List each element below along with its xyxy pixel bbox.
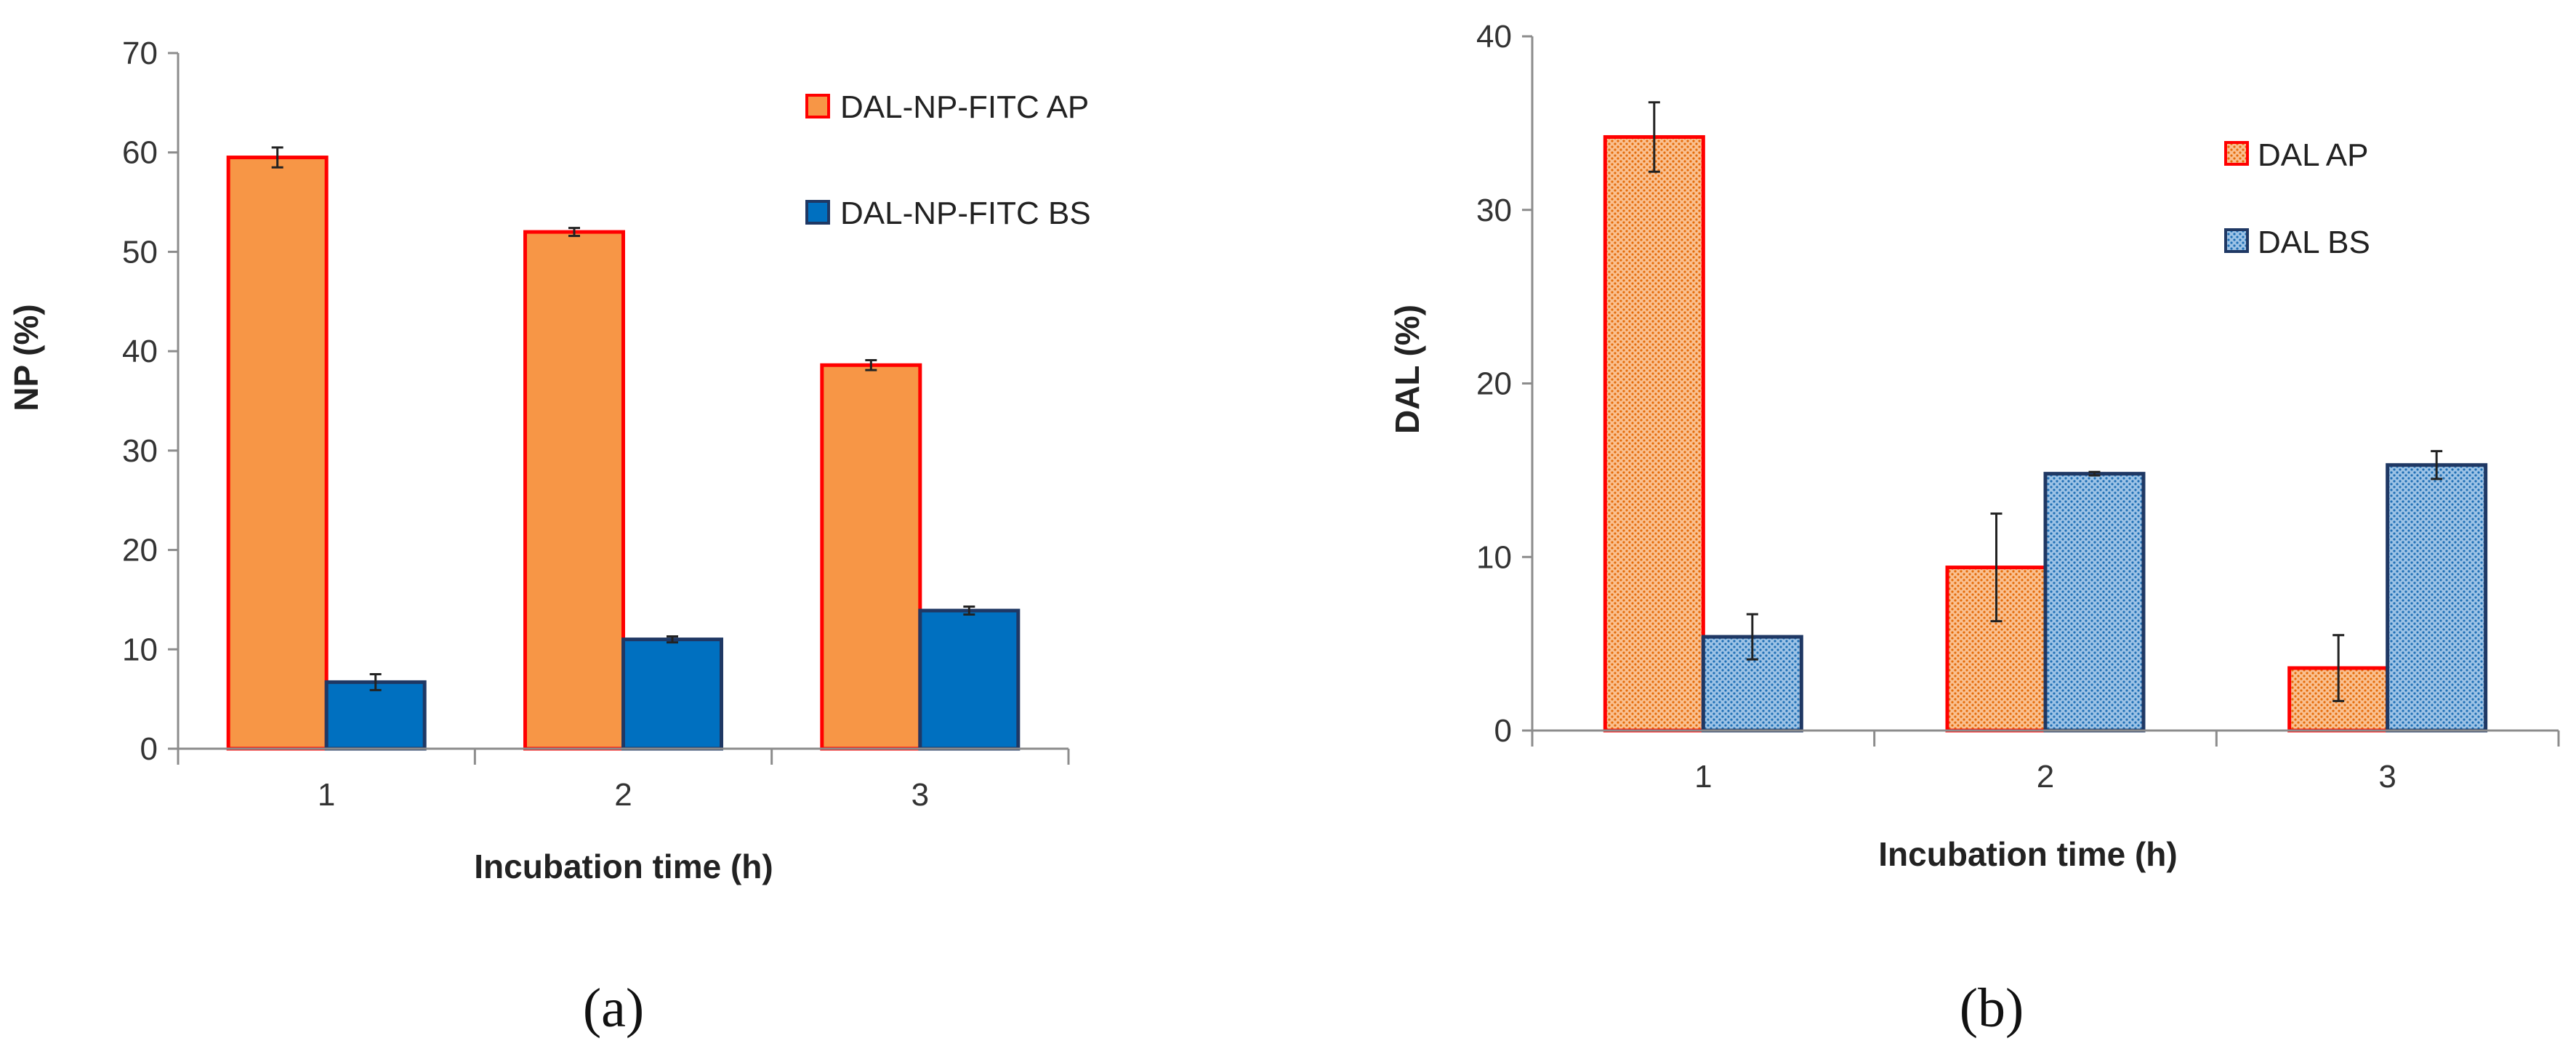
y-tick-label: 40	[1476, 19, 1512, 55]
error-bar	[963, 605, 975, 616]
x-tick-label: 1	[1694, 759, 1712, 795]
error-bar	[2088, 470, 2101, 477]
y-tick-label: 40	[122, 334, 158, 369]
error-bar	[667, 635, 678, 644]
y-tick-label: 20	[1476, 366, 1512, 402]
y-tick-label: 50	[122, 234, 158, 270]
error-bar	[865, 358, 877, 371]
legend-swatch-b-bs	[2224, 228, 2249, 253]
x-tick-label: 2	[614, 777, 632, 813]
legend-b: DAL AP DAL BS	[2224, 137, 2370, 260]
x-tick-labels-b: 1 2 3	[1694, 759, 2396, 795]
error-bar	[1648, 101, 1660, 173]
error-bar	[568, 227, 580, 238]
panel-label-a: (a)	[583, 978, 644, 1039]
y-tick-label: 10	[1476, 539, 1512, 575]
y-tick-labels-b: 0 10 20 30 40	[1476, 19, 1512, 749]
y-tick-labels-a: 0 10 20 30 40 50 60 70	[122, 36, 158, 767]
x-axis-title-a: Incubation time (h)	[474, 848, 773, 885]
bar-a-series2-cat3	[918, 608, 1021, 751]
axes-b	[1522, 35, 2560, 747]
error-bar	[1990, 512, 2003, 623]
bar-a-series1-cat3	[820, 363, 922, 751]
error-bar	[271, 146, 283, 169]
bar-b-series1-cat1	[1603, 134, 1705, 733]
error-bar	[1746, 613, 1758, 661]
bars-b	[1603, 101, 2488, 733]
bar-a-series1-cat1	[226, 156, 329, 751]
bars-a	[226, 146, 1021, 751]
y-axis-title-b: DAL (%)	[1388, 305, 1426, 434]
error-bar	[2333, 634, 2345, 702]
chart-panel-b: 0 10 20 30 40 1 2 3 Incubation time (h) DAL (%…	[1388, 19, 2560, 1039]
x-tick-label: 3	[2378, 759, 2396, 795]
legend-label-a-ap: DAL-NP-FITC AP	[840, 89, 1089, 125]
y-axis-title-a: NP (%)	[7, 304, 45, 411]
bar-a-series2-cat2	[621, 637, 723, 751]
legend-label-a-bs: DAL-NP-FITC BS	[840, 196, 1091, 231]
y-tick-label: 70	[122, 36, 158, 71]
legend-label-b-ap: DAL AP	[2258, 137, 2368, 173]
y-tick-label: 30	[122, 433, 158, 469]
bar-b-series2-cat3	[2386, 463, 2488, 733]
bar-b-series2-cat2	[2043, 472, 2146, 733]
bar-a-series2-cat1	[324, 680, 427, 751]
bar-a-series1-cat2	[523, 230, 625, 751]
legend-a: DAL-NP-FITC AP DAL-NP-FITC BS	[805, 89, 1091, 231]
error-bar	[2431, 450, 2443, 480]
x-axis-title-b: Incubation time (h)	[1878, 835, 2177, 873]
y-tick-label: 30	[1476, 193, 1512, 228]
error-bar	[369, 672, 382, 691]
panel-label-b: (b)	[1960, 978, 2024, 1039]
x-tick-label: 1	[318, 777, 335, 813]
y-tick-label: 60	[122, 135, 158, 171]
x-tick-labels-a: 1 2 3	[318, 777, 929, 813]
legend-label-b-bs: DAL BS	[2258, 225, 2370, 260]
x-tick-label: 2	[2037, 759, 2054, 795]
axes-a	[168, 52, 1070, 765]
legend-swatch-a-bs	[805, 200, 830, 225]
y-tick-label: 0	[1494, 713, 1512, 749]
y-tick-label: 10	[122, 632, 158, 667]
y-tick-label: 20	[122, 533, 158, 568]
legend-swatch-b-ap	[2224, 141, 2249, 166]
y-tick-label: 0	[140, 731, 158, 767]
x-tick-label: 3	[911, 777, 929, 813]
legend-swatch-a-ap	[805, 94, 830, 118]
